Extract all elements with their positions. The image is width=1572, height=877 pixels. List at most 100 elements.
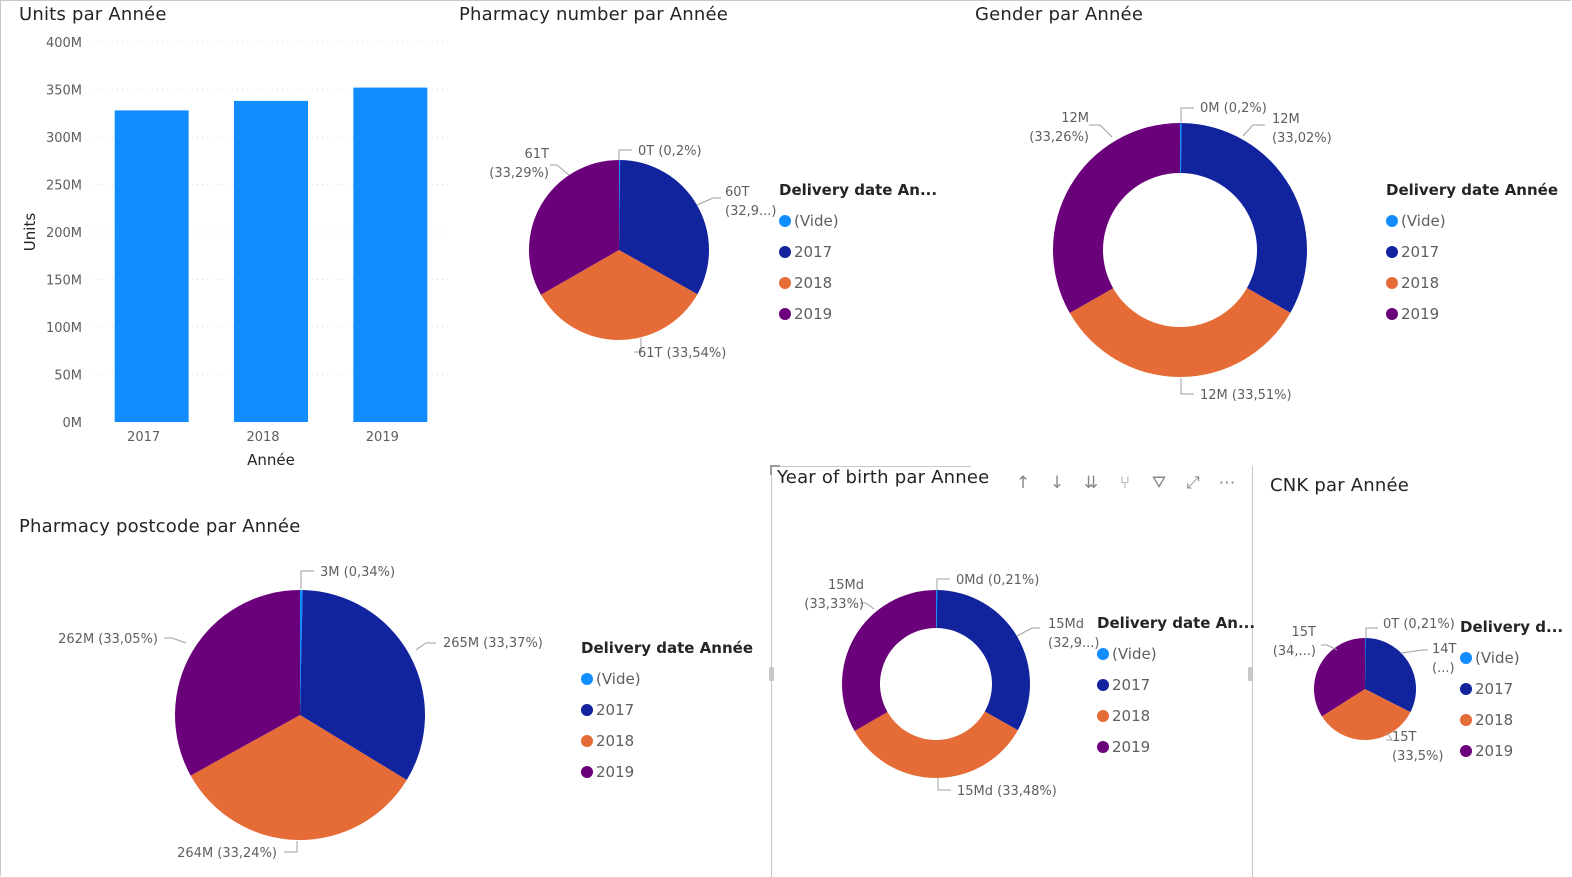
- leader-line: [1089, 124, 1113, 138]
- leader-line: [1365, 627, 1378, 638]
- visual-title: Gender par Année: [975, 4, 1144, 25]
- legend-marker: [779, 245, 791, 258]
- legend-item[interactable]: (Vide): [779, 205, 937, 236]
- legend-label: 2018: [1401, 273, 1440, 292]
- data-label: 264M (33,24%): [177, 846, 277, 861]
- leader-line: [1016, 627, 1040, 637]
- legend-item[interactable]: 2017: [779, 236, 937, 267]
- year-of-birth-donut-visual[interactable]: Year of birth par Annee 0Md (0,21%) 15Md (…: [772, 460, 1255, 877]
- leader-line: [860, 602, 875, 610]
- pie-slice-2019: [1314, 638, 1365, 717]
- legend-label: (Vide): [1401, 211, 1446, 230]
- legend-marker: [581, 765, 593, 778]
- legend-item[interactable]: 2019: [581, 756, 753, 787]
- resize-handle-left[interactable]: [769, 667, 774, 681]
- pie-slice-vide: [619, 160, 621, 250]
- legend-marker: [1386, 276, 1398, 289]
- legend-title: Delivery date Année: [1386, 181, 1558, 199]
- legend-marker: [1386, 245, 1398, 258]
- legend-item[interactable]: 2018: [581, 725, 753, 756]
- legend-label: 2019: [1401, 304, 1440, 323]
- leader-line: [1180, 107, 1194, 123]
- gender-donut-visual[interactable]: Gender par Année 0M (0,2%) 12M (33,02%) 12M…: [960, 0, 1572, 460]
- data-label: 262M (33,05%): [58, 632, 158, 647]
- legend-marker: [1460, 651, 1472, 664]
- pie-slice-vide: [1180, 123, 1182, 174]
- resize-corner-handle[interactable]: [770, 465, 780, 475]
- chart-legend: Delivery date An... (Vide) 2017 2018 2019: [1097, 614, 1255, 762]
- data-label: 15T: [1392, 730, 1417, 745]
- bar-2017: [114, 110, 189, 423]
- legend-marker: [1460, 682, 1472, 695]
- visual-title: CNK par Année: [1270, 475, 1410, 496]
- legend-item[interactable]: 2019: [1097, 731, 1255, 762]
- data-label: 12M (33,51%): [1200, 388, 1292, 403]
- legend-label: 2019: [1475, 741, 1514, 760]
- pharmacy-number-pie-chart: 0T (0,2%) 60T (32,9...) 61T (33,54%) 61T (33,…: [489, 144, 776, 361]
- legend-item[interactable]: 2019: [779, 298, 937, 329]
- data-label: 15T: [1292, 625, 1317, 640]
- bar-2019: [353, 87, 428, 422]
- legend-item[interactable]: (Vide): [1097, 638, 1255, 669]
- pie-slice-2017: [300, 590, 426, 781]
- legend-item[interactable]: 2019: [1386, 298, 1558, 329]
- pharmacy-postcode-pie-visual[interactable]: Pharmacy postcode par Année 3M (0,34%) 26…: [0, 505, 770, 877]
- legend-item[interactable]: 2017: [1386, 236, 1558, 267]
- pie-slice-2017: [1180, 123, 1307, 313]
- y-tick-label: 0M: [63, 416, 83, 431]
- leader-line: [936, 578, 950, 590]
- arrow-down-icon[interactable]: ↓: [1049, 473, 1065, 493]
- data-label: 0T (0,2%): [638, 144, 702, 159]
- y-tick-label: 250M: [46, 179, 82, 194]
- chart-legend: Delivery date Année (Vide) 2017 2018 2019: [1386, 181, 1558, 329]
- units-bar-chart-visual[interactable]: Units par Année 0M 50M 100M 150M 200M 250M 300…: [0, 0, 460, 480]
- legend-label: 2019: [1112, 737, 1151, 756]
- legend-item[interactable]: 2019: [1460, 735, 1563, 766]
- legend-label: 2017: [1112, 675, 1151, 694]
- legend-item[interactable]: 2018: [1097, 700, 1255, 731]
- filter-icon[interactable]: ⛛: [1151, 473, 1167, 493]
- leader-line: [1242, 124, 1265, 137]
- legend-item[interactable]: 2017: [1097, 669, 1255, 700]
- data-label: 15Md (33,48%): [957, 784, 1057, 799]
- pie-slice-vide: [300, 590, 303, 715]
- pie-slice-2018: [1321, 689, 1411, 740]
- focus-mode-icon[interactable]: ⤢: [1186, 473, 1200, 493]
- legend-item[interactable]: 2018: [1460, 704, 1563, 735]
- legend-item[interactable]: (Vide): [1386, 205, 1558, 236]
- expand-hierarchy-icon[interactable]: ⑂: [1119, 473, 1131, 493]
- data-label: (33,33%): [804, 597, 864, 612]
- leader-line: [937, 778, 951, 791]
- legend-item[interactable]: 2017: [1460, 673, 1563, 704]
- chart-legend: Delivery d... (Vide) 2017 2018 2019: [1460, 618, 1563, 766]
- x-tick-label: 2019: [366, 430, 399, 445]
- resize-handle-right[interactable]: [1248, 667, 1253, 681]
- y-tick-label: 400M: [46, 36, 82, 51]
- legend-item[interactable]: 2017: [581, 694, 753, 725]
- data-label: 0T (0,21%): [1383, 617, 1455, 632]
- data-label: 0M (0,2%): [1200, 101, 1267, 116]
- pie-slice-2017: [936, 590, 1030, 731]
- y-tick-label: 300M: [46, 131, 82, 146]
- pie-slice-2019: [529, 159, 619, 295]
- double-arrow-down-icon[interactable]: ⇊: [1083, 473, 1099, 493]
- cnk-pie-chart: 0T (0,21%) 14T (...) 15T (33,5%) 15T (34,...): [1273, 617, 1457, 764]
- legend-item[interactable]: (Vide): [581, 663, 753, 694]
- more-options-icon[interactable]: ⋯: [1218, 473, 1236, 493]
- pharmacy-number-pie-visual[interactable]: Pharmacy number par Année 0T (0,2%) 60T (3…: [455, 0, 960, 460]
- legend-item[interactable]: 2018: [779, 267, 937, 298]
- leader-line: [634, 338, 642, 353]
- data-label: (33,29%): [489, 166, 549, 181]
- legend-label: (Vide): [1112, 644, 1157, 663]
- legend-marker: [779, 307, 791, 320]
- data-label: (...): [1432, 661, 1455, 676]
- legend-item[interactable]: 2018: [1386, 267, 1558, 298]
- legend-label: (Vide): [1475, 648, 1520, 667]
- leader-line: [696, 197, 721, 206]
- arrow-up-icon[interactable]: ↑: [1015, 473, 1031, 493]
- cnk-pie-visual[interactable]: CNK par Année 0T (0,21%) 14T (...) 15T (33,5…: [1252, 460, 1570, 877]
- pie-slice-2018: [540, 250, 698, 340]
- legend-item[interactable]: (Vide): [1460, 642, 1563, 673]
- leader-line: [300, 570, 314, 589]
- legend-label: 2019: [596, 762, 635, 781]
